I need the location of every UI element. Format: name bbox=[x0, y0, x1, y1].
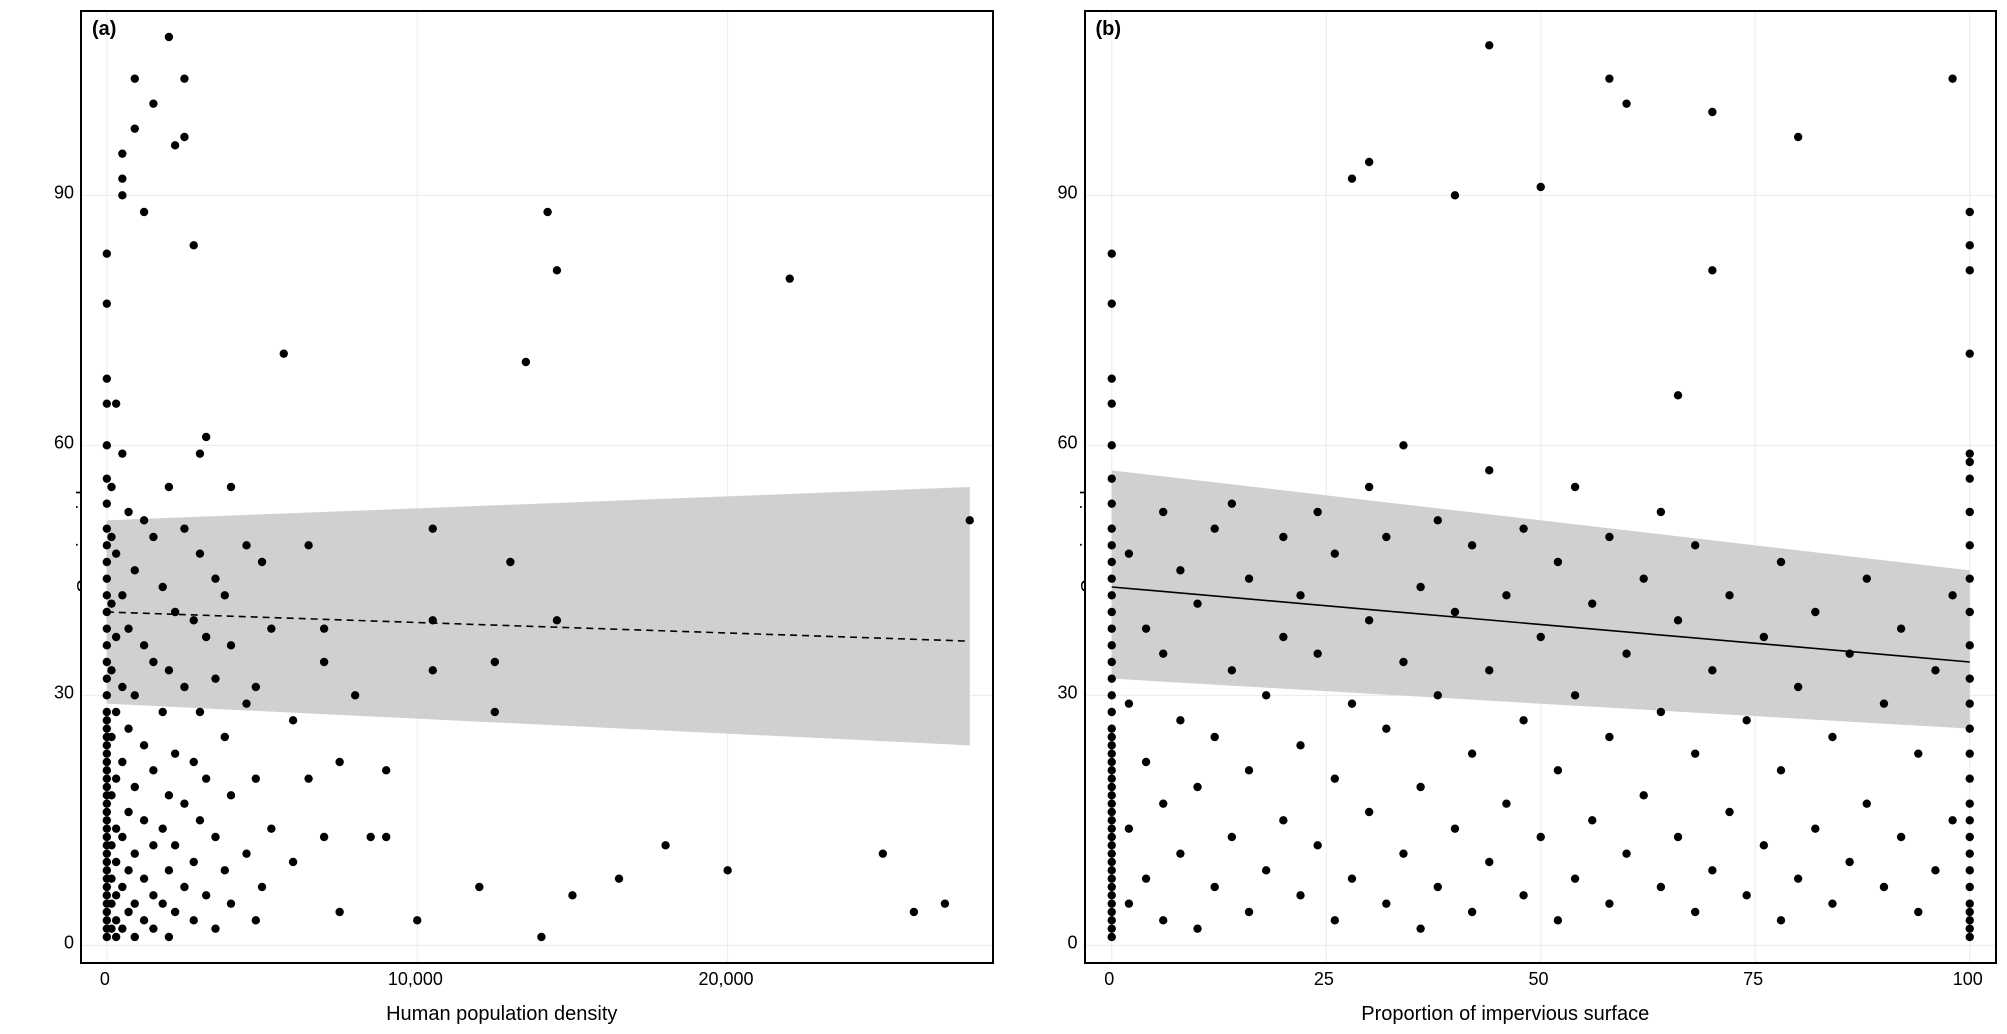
x-tick-label: 20,000 bbox=[698, 969, 753, 990]
plot-svg-b bbox=[1086, 12, 1996, 962]
plot-area-a: (a) bbox=[80, 10, 994, 964]
y-tick-label: 60 bbox=[1057, 433, 1077, 454]
x-tick-label: 100 bbox=[1953, 969, 1983, 990]
panel-tag-b: (b) bbox=[1096, 18, 1122, 41]
x-tick-label: 25 bbox=[1314, 969, 1334, 990]
figure-container: Species richness Human population densit… bbox=[0, 0, 2007, 1034]
panel-a: Species richness Human population densit… bbox=[0, 0, 1004, 1034]
plot-svg-a bbox=[82, 12, 992, 962]
x-tick-label: 10,000 bbox=[388, 969, 443, 990]
x-tick-label: 50 bbox=[1528, 969, 1548, 990]
y-tick-label: 90 bbox=[54, 183, 74, 204]
panel-tag-a: (a) bbox=[92, 18, 116, 41]
y-tick-label: 0 bbox=[1067, 933, 1077, 954]
panel-b: Species richness Proportion of imperviou… bbox=[1004, 0, 2007, 1034]
x-axis-label-b: Proportion of impervious surface bbox=[1361, 1003, 1649, 1026]
y-tick-label: 30 bbox=[54, 683, 74, 704]
y-tick-label: 90 bbox=[1057, 183, 1077, 204]
y-tick-label: 30 bbox=[1057, 683, 1077, 704]
y-tick-label: 0 bbox=[64, 933, 74, 954]
plot-area-b: (b) bbox=[1084, 10, 1998, 964]
x-tick-label: 0 bbox=[100, 969, 110, 990]
y-tick-label: 60 bbox=[54, 433, 74, 454]
x-tick-label: 75 bbox=[1743, 969, 1763, 990]
x-tick-label: 0 bbox=[1104, 969, 1114, 990]
x-axis-label-a: Human population density bbox=[386, 1003, 617, 1026]
